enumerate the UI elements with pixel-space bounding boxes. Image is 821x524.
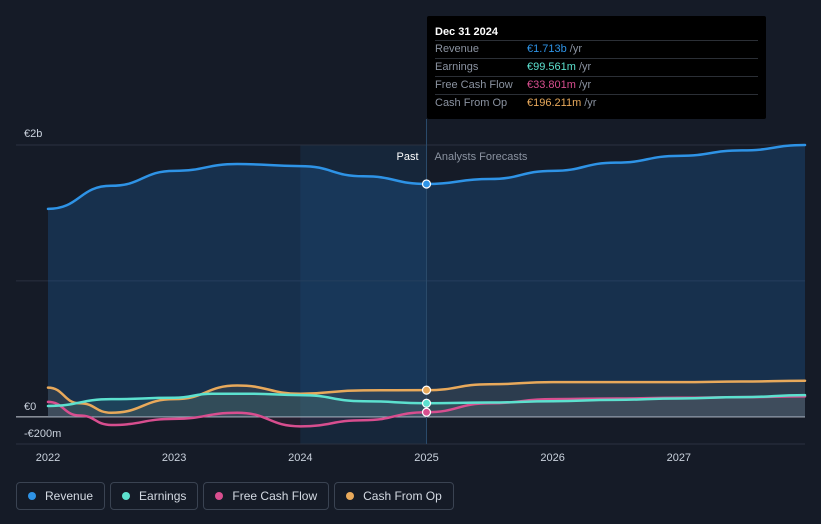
legend: Revenue Earnings Free Cash Flow Cash Fro…: [16, 482, 454, 512]
tooltip: Dec 31 2024 Revenue €1.713b /yr Earnings…: [427, 16, 766, 119]
gridlines: [16, 144, 805, 445]
legend-label: Revenue: [45, 489, 94, 503]
hover-markers: [421, 179, 432, 417]
x-tick-label: 2025: [414, 452, 438, 464]
marker-revenue: [421, 179, 432, 189]
legend-dot-icon: [346, 492, 355, 500]
legend-dot-icon: [215, 492, 224, 500]
marker-earnings: [421, 398, 432, 408]
tooltip-value: €1.713b: [527, 43, 567, 55]
tooltip-value: €99.561m: [527, 61, 576, 73]
x-tick-label: 2024: [288, 452, 312, 464]
line-earnings[interactable]: [46, 392, 807, 408]
tooltip-label: Earnings: [435, 61, 479, 73]
tooltip-label: Revenue: [435, 43, 480, 55]
legend-item-revenue[interactable]: Revenue: [16, 482, 106, 510]
legend-dot-icon: [28, 492, 36, 500]
series-lines: [46, 143, 807, 428]
legend-label: Free Cash Flow: [232, 489, 318, 503]
tooltip-row-cash-from-op: Cash From Op €196.211m /yr: [435, 94, 758, 112]
x-tick-label: 2026: [540, 452, 564, 464]
tooltip-value: €196.211m: [527, 97, 582, 109]
line-cash-from-op[interactable]: [46, 379, 807, 414]
legend-label: Cash From Op: [363, 489, 442, 503]
tooltip-unit: /yr: [584, 97, 597, 109]
tooltip-row-free-cash-flow: Free Cash Flow €33.801m /yr: [435, 76, 758, 94]
tooltip-label: Cash From Op: [435, 97, 508, 109]
y-tick-label: €2b: [24, 128, 42, 140]
tooltip-row-earnings: Earnings €99.561m /yr: [435, 58, 758, 76]
past-label: Past: [396, 151, 418, 163]
x-tick-label: 2022: [36, 452, 60, 464]
tooltip-unit: /yr: [569, 43, 582, 55]
legend-label: Earnings: [139, 489, 187, 503]
y-tick-label: €0: [24, 401, 36, 413]
tooltip-row-revenue: Revenue €1.713b /yr: [435, 40, 758, 58]
area-free-cash-flow: [48, 396, 805, 427]
legend-dot-icon: [122, 492, 131, 500]
tooltip-unit: /yr: [578, 61, 592, 73]
tooltip-label: Free Cash Flow: [435, 79, 513, 91]
marker-cash-from-op: [421, 385, 432, 395]
x-tick-label: 2023: [162, 452, 186, 464]
y-axis-tick-labels: €2b €0 -€200m: [24, 128, 61, 440]
legend-item-cash-from-op[interactable]: Cash From Op: [334, 482, 454, 510]
forecast-label: Analysts Forecasts: [435, 151, 528, 163]
legend-item-free-cash-flow[interactable]: Free Cash Flow: [203, 482, 330, 510]
tooltip-value: €33.801m: [527, 79, 576, 91]
y-tick-label: -€200m: [24, 428, 61, 440]
x-tick-label: 2027: [667, 452, 691, 464]
tooltip-unit: /yr: [578, 79, 592, 91]
legend-item-earnings[interactable]: Earnings: [110, 482, 199, 510]
x-axis-tick-labels: 2022 2023 2024 2025 2026 2027: [36, 452, 691, 464]
marker-free-cash-flow: [421, 407, 432, 417]
tooltip-date: Dec 31 2024: [435, 26, 498, 38]
